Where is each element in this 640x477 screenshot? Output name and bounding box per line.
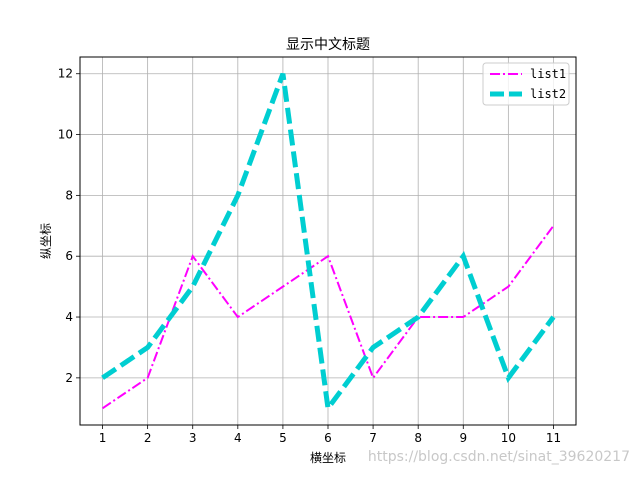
y-tick-label: 4 — [65, 310, 73, 324]
legend: list1 list2 — [482, 62, 570, 106]
y-tick-label: 8 — [65, 188, 73, 202]
x-tick-label: 7 — [369, 431, 377, 445]
series-line-list1 — [101, 225, 555, 410]
y-tick-label: 10 — [58, 128, 73, 142]
series-line-list2 — [101, 72, 556, 415]
x-tick-label: 9 — [459, 431, 467, 445]
x-tick-label: 6 — [324, 431, 332, 445]
x-tick-label: 10 — [501, 431, 516, 445]
y-tick-label: 6 — [65, 249, 73, 263]
watermark-text: https://blog.csdn.net/sinat_39620217 — [367, 449, 630, 465]
y-axis-ticks: 2 4 6 8 10 12 — [58, 67, 80, 385]
chart-title: 显示中文标题 — [286, 37, 370, 53]
x-tick-label: 3 — [189, 431, 197, 445]
x-tick-label: 2 — [144, 431, 152, 445]
x-tick-label: 4 — [234, 431, 242, 445]
y-tick-label: 12 — [58, 67, 73, 81]
series-layer — [101, 72, 556, 415]
x-tick-label: 8 — [414, 431, 422, 445]
x-tick-label: 1 — [99, 431, 107, 445]
x-axis-label: 横坐标 — [310, 451, 346, 465]
x-axis-ticks: 1 2 3 4 5 6 7 8 9 10 11 — [99, 425, 561, 445]
legend-label-list2: list2 — [530, 87, 566, 101]
y-tick-label: 2 — [65, 371, 73, 385]
y-axis-label: 纵坐标 — [39, 223, 53, 259]
x-tick-label: 5 — [279, 431, 287, 445]
x-tick-label: 11 — [546, 431, 561, 445]
legend-label-list1: list1 — [530, 67, 566, 81]
